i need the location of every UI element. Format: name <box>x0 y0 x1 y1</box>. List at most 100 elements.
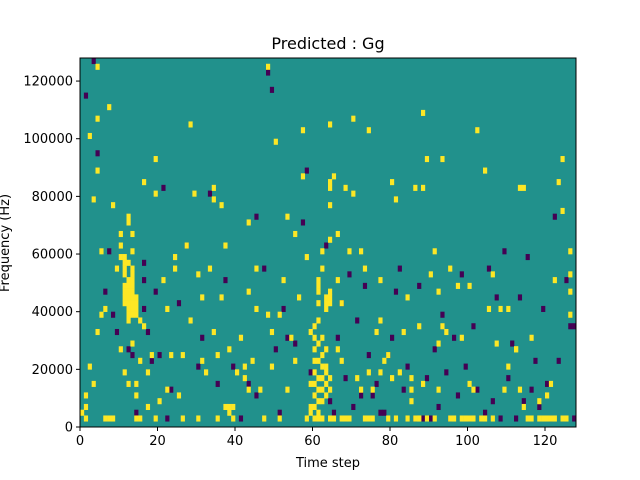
heatmap-cell-low <box>382 409 387 416</box>
heatmap-cell-high <box>440 156 445 163</box>
heatmap-cell-high <box>471 415 476 422</box>
heatmap-cell-low <box>525 254 530 261</box>
heatmap-cell-high <box>87 132 92 140</box>
heatmap-cell-high <box>525 415 530 422</box>
x-tick-label: 40 <box>227 434 244 449</box>
heatmap-cell-high <box>537 398 542 405</box>
heatmap-cell-high <box>459 415 464 422</box>
heatmap-cell-high <box>390 375 395 382</box>
heatmap-cell-low <box>355 317 360 324</box>
heatmap-cell-low <box>142 259 147 266</box>
heatmap-cell-low <box>517 294 523 301</box>
heatmap-cell-high <box>312 369 317 376</box>
heatmap-cell-high <box>432 248 437 255</box>
heatmap-cell-high <box>200 357 205 364</box>
heatmap-cell-high <box>122 265 127 272</box>
y-tick-label: 60000 <box>32 248 73 263</box>
heatmap-cell-high <box>405 415 410 422</box>
heatmap-cell-high <box>238 334 244 341</box>
heatmap-cell-high <box>560 207 565 214</box>
heatmap-cell-high <box>339 357 344 364</box>
heatmap-cell-low <box>262 265 267 272</box>
heatmap-cell-high <box>254 265 259 272</box>
heatmap-cell-high <box>269 328 275 336</box>
heatmap-cell-high <box>269 363 275 370</box>
heatmap-cell-high <box>262 415 267 422</box>
heatmap-cell-low <box>103 288 108 295</box>
heatmap-cell-high <box>118 230 123 238</box>
heatmap-cell-high <box>506 305 511 312</box>
heatmap-cell-low <box>490 398 495 405</box>
heatmap-cell-high <box>312 346 317 353</box>
heatmap-cell-high <box>122 271 127 278</box>
heatmap-cell-high <box>83 392 89 399</box>
heatmap-cell-high <box>382 357 387 364</box>
heatmap-cell-high <box>95 167 100 174</box>
heatmap-cell-high <box>378 277 383 284</box>
heatmap-cell-high <box>196 415 201 422</box>
heatmap-cell-high <box>444 328 449 336</box>
heatmap-cell-high <box>324 346 329 353</box>
heatmap-cell-high <box>316 317 321 324</box>
heatmap-cell-high <box>328 300 333 307</box>
heatmap-cell-high <box>552 277 557 284</box>
heatmap-cell-high <box>165 386 170 393</box>
heatmap-cell-high <box>246 288 251 295</box>
heatmap-cell-high <box>324 392 329 399</box>
heatmap-cell-high <box>552 415 557 422</box>
heatmap-cell-high <box>173 254 178 261</box>
heatmap-cell-high <box>568 288 573 295</box>
heatmap-cell-low <box>494 294 499 301</box>
heatmap-cell-low <box>514 415 519 422</box>
heatmap-cell-low <box>417 282 422 289</box>
heatmap-cell-high <box>541 415 546 422</box>
heatmap-cell-low <box>308 369 313 376</box>
heatmap-cell-high <box>405 294 410 301</box>
heatmap-cell-high <box>176 392 182 399</box>
heatmap-cell-high <box>316 398 321 405</box>
heatmap-cell-high <box>184 242 189 249</box>
heatmap-cell-high <box>308 380 313 387</box>
heatmap-cell-high <box>126 294 131 301</box>
heatmap-cell-high <box>316 375 321 382</box>
heatmap-cell-high <box>130 282 135 289</box>
heatmap-cell-high <box>483 167 488 174</box>
heatmap-cell-low <box>370 392 375 399</box>
heatmap-cell-high <box>521 403 526 411</box>
heatmap-cell-low <box>165 415 170 422</box>
heatmap-cell-high <box>320 363 325 370</box>
heatmap-cell-low <box>300 219 306 226</box>
heatmap-cell-high <box>436 340 441 347</box>
heatmap-cell-low <box>568 323 573 330</box>
x-tick-label: 80 <box>382 434 399 449</box>
heatmap-cell-high <box>370 415 375 422</box>
heatmap-cell-high <box>83 403 89 411</box>
heatmap-cell-high <box>114 265 120 272</box>
heatmap-cell-high <box>324 363 329 370</box>
heatmap-cell-high <box>227 403 232 411</box>
x-tick-label: 60 <box>304 434 321 449</box>
heatmap-cell-high <box>328 294 333 301</box>
heatmap-cell-high <box>517 184 523 191</box>
y-tick-label: 40000 <box>32 305 73 320</box>
heatmap-cell-high <box>517 386 523 393</box>
heatmap-cell-high <box>285 386 290 393</box>
heatmap-cell-high <box>99 311 104 318</box>
heatmap-cell-high <box>397 369 402 376</box>
heatmap-cell-high <box>134 294 139 301</box>
heatmap-cell-high <box>180 352 185 359</box>
heatmap-cell-high <box>130 230 135 238</box>
heatmap-cell-high <box>142 179 147 186</box>
heatmap-cell-low <box>475 386 480 393</box>
heatmap-cell-high <box>111 415 116 422</box>
heatmap-cell-low <box>378 409 383 416</box>
heatmap-cell-low <box>343 375 348 382</box>
heatmap-cell-low <box>564 277 569 284</box>
y-tick-label: 0 <box>65 421 73 436</box>
heatmap-cell-low <box>176 300 182 307</box>
heatmap-cell-high <box>490 415 495 422</box>
heatmap-cell-low <box>134 409 139 416</box>
heatmap-cell-low <box>440 311 445 318</box>
heatmap-cell-high <box>293 230 298 238</box>
heatmap-cell-high <box>316 386 321 393</box>
